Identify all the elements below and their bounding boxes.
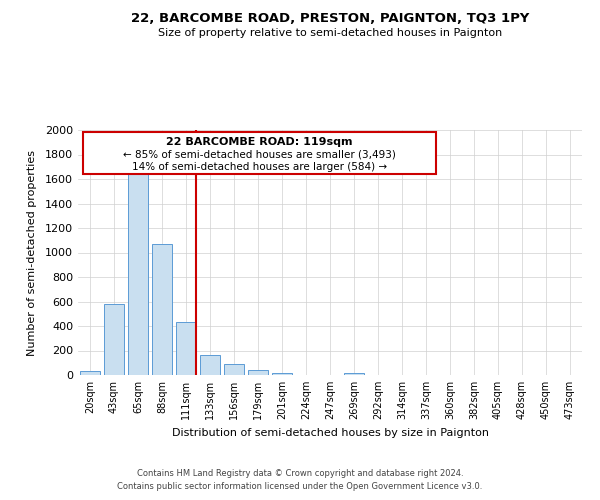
Bar	[344, 372, 364, 375]
Text: Contains public sector information licensed under the Open Government Licence v3: Contains public sector information licen…	[118, 482, 482, 491]
Bar	[176, 322, 196, 375]
Text: 14% of semi-detached houses are larger (584) →: 14% of semi-detached houses are larger (…	[132, 162, 387, 172]
Text: Size of property relative to semi-detached houses in Paignton: Size of property relative to semi-detach…	[158, 28, 502, 38]
Bar	[128, 170, 148, 375]
Bar	[224, 364, 244, 375]
Bar	[272, 372, 292, 375]
Text: 22, BARCOMBE ROAD, PRESTON, PAIGNTON, TQ3 1PY: 22, BARCOMBE ROAD, PRESTON, PAIGNTON, TQ…	[131, 12, 529, 26]
Text: Contains HM Land Registry data © Crown copyright and database right 2024.: Contains HM Land Registry data © Crown c…	[137, 468, 463, 477]
Y-axis label: Number of semi-detached properties: Number of semi-detached properties	[26, 150, 37, 356]
Bar	[200, 356, 220, 375]
FancyBboxPatch shape	[83, 132, 436, 174]
Text: ← 85% of semi-detached houses are smaller (3,493): ← 85% of semi-detached houses are smalle…	[123, 150, 396, 160]
Bar	[104, 304, 124, 375]
Bar	[248, 370, 268, 375]
X-axis label: Distribution of semi-detached houses by size in Paignton: Distribution of semi-detached houses by …	[172, 428, 488, 438]
Text: 22 BARCOMBE ROAD: 119sqm: 22 BARCOMBE ROAD: 119sqm	[166, 138, 353, 147]
Bar	[80, 372, 100, 375]
Bar	[152, 244, 172, 375]
